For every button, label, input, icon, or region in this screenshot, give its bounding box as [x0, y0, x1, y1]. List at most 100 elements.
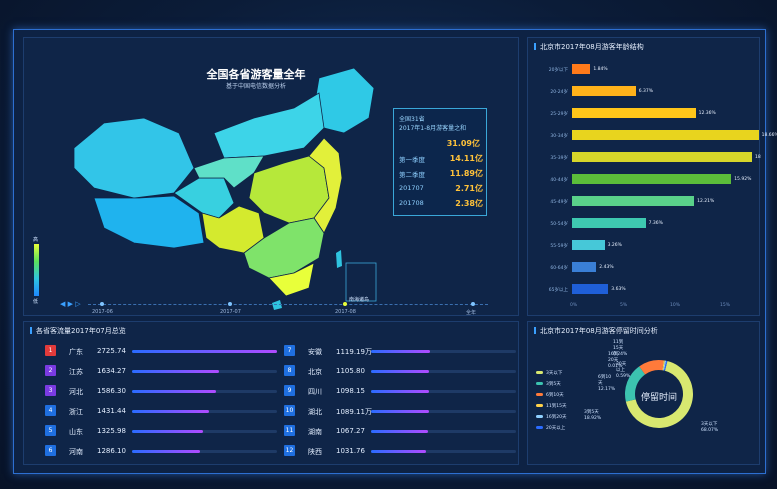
next-icon[interactable]: ▷ [75, 300, 81, 308]
age-value: 18.66% [761, 133, 777, 138]
donut-slice[interactable] [625, 366, 646, 402]
map-taiwan [336, 250, 342, 268]
flow-row[interactable]: 12 陕西 1031.76 [284, 445, 524, 459]
flow-row[interactable]: 10 湖北 1089.11万 [284, 405, 524, 419]
rank-badge: 6 [45, 445, 56, 456]
legend-item[interactable]: 6到10天 [536, 392, 564, 398]
donut-label-value: 12.17% [598, 387, 616, 392]
timeline-label: 2017-07 [220, 309, 241, 315]
legend-item[interactable]: 16到20天 [536, 414, 566, 420]
age-bar[interactable] [572, 196, 695, 206]
donut-slice[interactable] [663, 360, 667, 371]
donut-label-name: 16到20天 [608, 352, 619, 363]
flow-row[interactable]: 7 安徽 1119.19万 [284, 345, 524, 359]
legend-item[interactable]: 20天以上 [536, 425, 565, 431]
donut-slice[interactable] [639, 360, 664, 375]
timeline-dot[interactable] [343, 302, 347, 306]
legend-item[interactable]: 3到5天 [536, 381, 561, 387]
timeline-dot[interactable] [100, 302, 104, 306]
age-value: 3.26% [607, 243, 622, 248]
province-name: 北京 [308, 368, 322, 376]
rank-badge: 9 [284, 385, 295, 396]
stay-panel-title: 北京市2017年08月游客停留时间分析 [534, 326, 658, 336]
age-bar[interactable] [572, 64, 591, 74]
progress-track [371, 430, 516, 433]
age-label: 30-34岁 [550, 134, 568, 139]
age-bar[interactable] [572, 174, 732, 184]
progress-track [371, 450, 516, 453]
prev-icon[interactable]: ◀ [60, 300, 66, 308]
age-bar[interactable] [572, 152, 752, 162]
age-bar[interactable] [572, 284, 609, 294]
flow-row[interactable]: 3 河北 1586.30 [45, 385, 285, 399]
summary-row-label: 201707 [399, 184, 424, 192]
legend-label: 3到5天 [546, 382, 561, 387]
province-name: 山东 [69, 428, 83, 436]
donut-label: 6到10天 12.17% [598, 375, 615, 393]
province-value: 1586.30 [97, 387, 126, 395]
progress-track [132, 370, 277, 373]
china-map[interactable] [24, 38, 520, 317]
summary-period: 2017年1-8月游客量之和 [399, 125, 467, 132]
timeline[interactable]: 2017-06 2017-07 2017-08 全年 [88, 302, 488, 316]
timeline-label: 2017-06 [92, 309, 113, 315]
progress-track [371, 350, 516, 353]
province-name: 江苏 [69, 368, 83, 376]
province-name: 河南 [69, 448, 83, 456]
age-row: 50-54岁 7.36% [528, 218, 761, 229]
age-value: 1.84% [593, 67, 608, 72]
flow-row[interactable]: 8 北京 1105.80 [284, 365, 524, 379]
province-value: 1067.27 [336, 427, 365, 435]
progress-fill [371, 430, 428, 433]
progress-fill [371, 450, 427, 453]
map-south [243, 217, 325, 279]
summary-row: 第二季度 11.89亿 [399, 169, 483, 179]
timeline-dot[interactable] [471, 302, 475, 306]
age-value: 18 [755, 155, 761, 160]
flow-row[interactable]: 6 河南 1286.10 [45, 445, 285, 459]
province-name: 浙江 [69, 408, 83, 416]
progress-fill [371, 410, 429, 413]
donut-label: 20天以上 0.59% [616, 362, 630, 380]
rank-badge: 10 [284, 405, 295, 416]
flow-row[interactable]: 11 湖南 1067.27 [284, 425, 524, 439]
age-row: 45-49岁 12.21% [528, 196, 761, 207]
age-bar[interactable] [572, 218, 646, 228]
donut-slice[interactable] [662, 360, 665, 371]
legend-item[interactable]: 11到15天 [536, 403, 566, 409]
province-value: 1286.10 [97, 447, 126, 455]
summary-row: 201707 2.71亿 [399, 184, 483, 193]
legend-swatch [536, 393, 543, 396]
donut-slice[interactable] [625, 361, 693, 428]
age-axis-tick: 5% [620, 303, 628, 308]
flow-row[interactable]: 4 浙江 1431.44 [45, 405, 285, 419]
play-icon[interactable]: ▶ [67, 300, 74, 308]
rank-badge: 11 [284, 425, 295, 436]
summary-row-label: 第二季度 [399, 171, 425, 179]
age-bar[interactable] [572, 130, 759, 140]
age-bar[interactable] [572, 240, 605, 250]
age-label: 40-44岁 [550, 178, 568, 183]
map-gansu [193, 155, 265, 189]
province-value: 1031.76 [336, 447, 365, 455]
age-row: 25-29岁 12.36% [528, 108, 761, 119]
rank-badge: 1 [45, 345, 56, 356]
age-bar[interactable] [572, 262, 597, 272]
age-bar[interactable] [572, 86, 636, 96]
flow-row[interactable]: 9 四川 1098.15 [284, 385, 524, 399]
south-sea-inset [345, 262, 377, 302]
timeline-dot[interactable] [228, 302, 232, 306]
stay-panel: 北京市2017年08月游客停留时间分析 3天以下 3到5天 6到10天 11到15天 1… [527, 321, 760, 465]
age-bar[interactable] [572, 108, 696, 118]
legend-item[interactable]: 3天以下 [536, 370, 562, 376]
donut-slice[interactable] [664, 360, 668, 371]
province-name: 广东 [69, 348, 83, 356]
flow-row[interactable]: 1 广东 2725.74 [45, 345, 285, 359]
timeline-label: 全年 [466, 310, 477, 316]
flow-row[interactable]: 2 江苏 1634.27 [45, 365, 285, 379]
flow-panel: 各省客流量2017年07月总览 1 广东 2725.74 2 江苏 1634.27 3 河北 1… [23, 321, 519, 465]
age-panel-title: 北京市2017年08月游客年龄结构 [534, 42, 644, 52]
color-legend-bar[interactable] [34, 244, 39, 296]
age-axis: 0% 5% 10% 15% [528, 303, 761, 311]
flow-row[interactable]: 5 山东 1325.98 [45, 425, 285, 439]
